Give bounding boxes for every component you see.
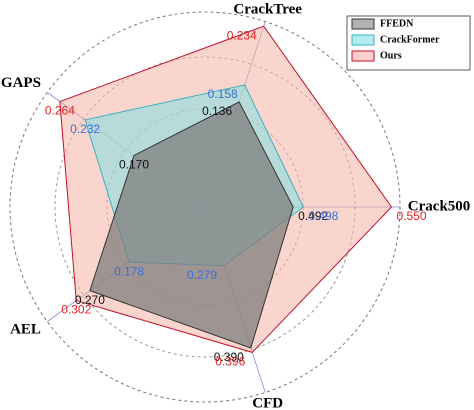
legend-swatch: [351, 18, 375, 30]
value-label: 0.232: [70, 122, 100, 136]
legend-swatch: [351, 34, 375, 46]
value-label: 0.136: [202, 104, 232, 118]
axis-label: CFD: [252, 395, 283, 410]
value-label: 0.550: [397, 209, 427, 223]
axis-label: Crack500: [408, 198, 471, 214]
value-label: 0.158: [208, 87, 238, 101]
legend-label: FFEDN: [380, 18, 414, 29]
legend-label: Ours: [380, 50, 402, 61]
value-label: 0.279: [187, 268, 217, 282]
value-label: 0.170: [119, 158, 149, 172]
legend-label: CrackFormer: [380, 34, 440, 45]
value-label: 0.178: [114, 264, 144, 278]
axis-label: AEL: [10, 322, 41, 338]
axis-label: CrackTree: [233, 2, 302, 18]
value-label: 0.390: [214, 350, 244, 364]
legend-swatch: [351, 50, 375, 62]
value-label: 0.498: [308, 209, 338, 223]
axis-label: GAPS: [1, 75, 41, 91]
value-label: 0.264: [45, 104, 75, 118]
legend: FFEDN CrackFormer Ours: [346, 15, 471, 71]
series-area: [89, 101, 294, 349]
value-label: 0.234: [227, 28, 257, 42]
value-label: 0.396: [215, 355, 245, 369]
value-label: 0.270: [75, 293, 105, 307]
value-label: 0.492: [298, 209, 328, 223]
value-label: 0.302: [61, 303, 91, 317]
